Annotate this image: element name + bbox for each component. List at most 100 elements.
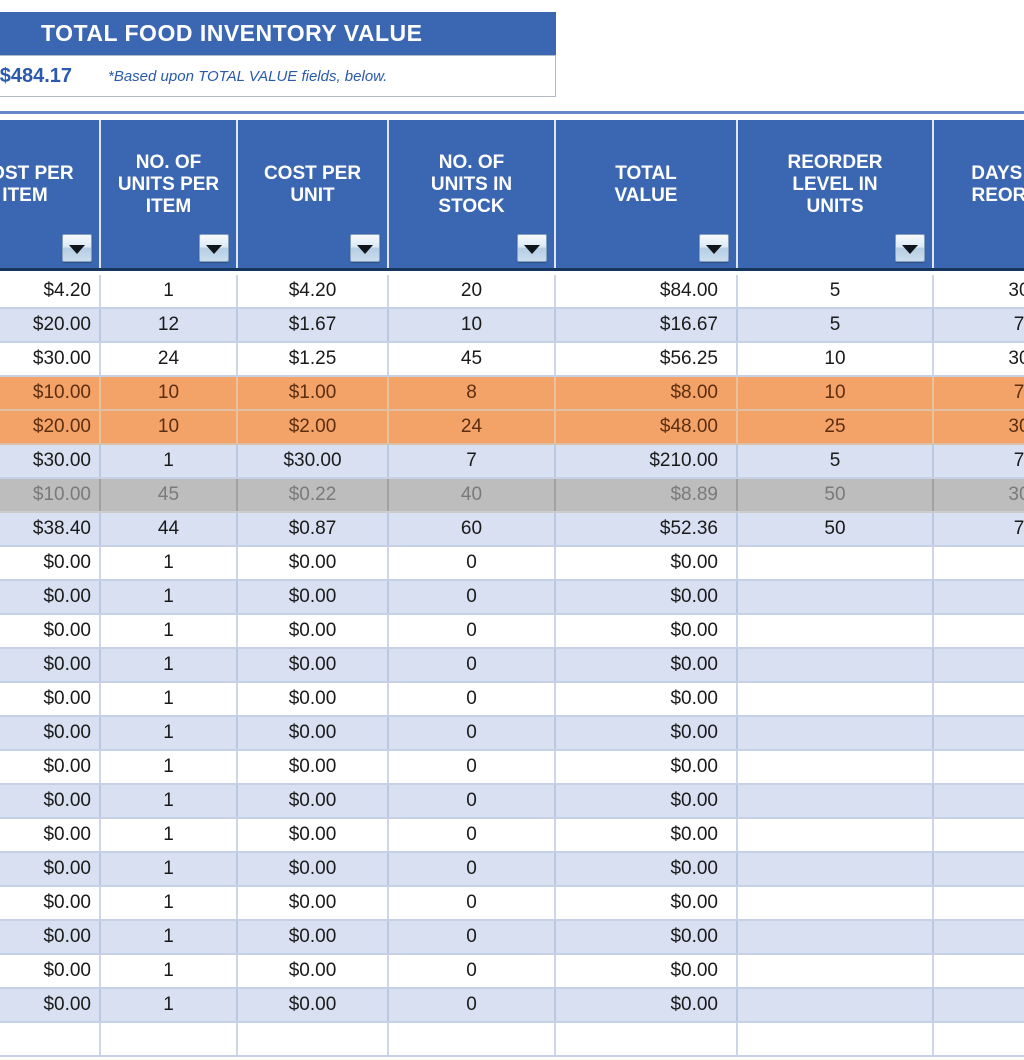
cell[interactable]: $0.00: [0, 989, 101, 1021]
cell[interactable]: 1: [101, 581, 238, 613]
cell[interactable]: $2.00: [238, 411, 389, 443]
cell[interactable]: $56.25: [556, 343, 738, 375]
cell[interactable]: 0: [389, 717, 556, 749]
cell[interactable]: $0.00: [0, 887, 101, 919]
cell[interactable]: 1: [101, 683, 238, 715]
cell[interactable]: 1: [101, 649, 238, 681]
cell[interactable]: [738, 1023, 934, 1055]
cell[interactable]: $0.00: [238, 955, 389, 987]
cell[interactable]: 5: [738, 309, 934, 341]
cell[interactable]: $0.00: [556, 785, 738, 817]
cell[interactable]: 1: [101, 615, 238, 647]
cell[interactable]: 0: [389, 989, 556, 1021]
cell[interactable]: $0.00: [238, 751, 389, 783]
cell[interactable]: $0.00: [556, 581, 738, 613]
cell[interactable]: 25: [738, 411, 934, 443]
cell[interactable]: $16.67: [556, 309, 738, 341]
cell[interactable]: 50: [738, 479, 934, 511]
filter-button[interactable]: [517, 234, 547, 262]
cell[interactable]: 10: [101, 411, 238, 443]
cell[interactable]: 45: [101, 479, 238, 511]
cell[interactable]: [738, 785, 934, 817]
cell[interactable]: $0.00: [238, 615, 389, 647]
cell[interactable]: 24: [389, 411, 556, 443]
cell[interactable]: $0.00: [238, 921, 389, 953]
cell[interactable]: 0: [389, 819, 556, 851]
cell[interactable]: $0.00: [238, 989, 389, 1021]
cell[interactable]: [0, 1023, 101, 1055]
cell[interactable]: 0: [389, 921, 556, 953]
cell[interactable]: $0.00: [238, 785, 389, 817]
cell[interactable]: [934, 751, 1024, 783]
cell[interactable]: 30: [1008, 484, 1024, 505]
cell[interactable]: [738, 819, 934, 851]
cell[interactable]: 24: [101, 343, 238, 375]
cell[interactable]: $0.00: [556, 683, 738, 715]
cell[interactable]: 10: [738, 377, 934, 409]
cell[interactable]: [738, 717, 934, 749]
cell[interactable]: $0.00: [556, 887, 738, 919]
cell[interactable]: $0.00: [0, 751, 101, 783]
cell[interactable]: [934, 921, 1024, 953]
cell[interactable]: 44: [101, 513, 238, 545]
cell[interactable]: 0: [389, 853, 556, 885]
filter-button[interactable]: [199, 234, 229, 262]
cell[interactable]: $0.00: [238, 717, 389, 749]
cell[interactable]: [934, 853, 1024, 885]
cell[interactable]: 1: [101, 853, 238, 885]
cell[interactable]: 1: [101, 275, 238, 307]
cell[interactable]: [738, 615, 934, 647]
cell[interactable]: $20.00: [0, 411, 101, 443]
header-cell-cost-per-item[interactable]: COST PER ITEM: [0, 120, 101, 268]
cell[interactable]: 30: [1008, 416, 1024, 437]
cell[interactable]: $0.00: [556, 819, 738, 851]
cell[interactable]: 0: [389, 887, 556, 919]
cell[interactable]: [934, 955, 1024, 987]
cell[interactable]: 30: [1008, 280, 1024, 301]
cell[interactable]: 45: [389, 343, 556, 375]
cell[interactable]: $0.00: [238, 853, 389, 885]
cell[interactable]: $0.00: [238, 819, 389, 851]
cell[interactable]: $48.00: [556, 411, 738, 443]
cell[interactable]: 0: [389, 547, 556, 579]
cell[interactable]: $1.67: [238, 309, 389, 341]
cell[interactable]: $1.00: [238, 377, 389, 409]
cell[interactable]: $210.00: [556, 445, 738, 477]
cell[interactable]: 7: [1013, 314, 1024, 335]
cell[interactable]: 10: [101, 377, 238, 409]
cell[interactable]: [934, 989, 1024, 1021]
cell[interactable]: 50: [738, 513, 934, 545]
cell[interactable]: $0.00: [556, 853, 738, 885]
cell[interactable]: 20: [389, 275, 556, 307]
header-cell-reorder-level-in-units[interactable]: REORDER LEVEL IN UNITS: [738, 120, 934, 268]
cell[interactable]: $0.00: [238, 649, 389, 681]
cell[interactable]: $0.00: [0, 819, 101, 851]
cell[interactable]: [738, 751, 934, 783]
cell[interactable]: $0.22: [238, 479, 389, 511]
cell[interactable]: 1: [101, 751, 238, 783]
cell[interactable]: 0: [389, 785, 556, 817]
cell[interactable]: $0.00: [238, 581, 389, 613]
cell[interactable]: [934, 649, 1024, 681]
cell[interactable]: [934, 717, 1024, 749]
cell[interactable]: 7: [1013, 518, 1024, 539]
cell[interactable]: $1.25: [238, 343, 389, 375]
cell[interactable]: 1: [101, 785, 238, 817]
header-cell-cost-per-unit[interactable]: COST PER UNIT: [238, 120, 389, 268]
cell[interactable]: 7: [389, 445, 556, 477]
cell[interactable]: 10: [738, 343, 934, 375]
cell[interactable]: [934, 683, 1024, 715]
cell[interactable]: $0.00: [556, 751, 738, 783]
cell[interactable]: [738, 649, 934, 681]
cell[interactable]: 7: [1013, 382, 1024, 403]
cell[interactable]: [738, 921, 934, 953]
cell[interactable]: $0.00: [0, 581, 101, 613]
cell[interactable]: 10: [389, 309, 556, 341]
cell[interactable]: $0.00: [0, 683, 101, 715]
cell[interactable]: [738, 989, 934, 1021]
cell[interactable]: 1: [101, 445, 238, 477]
cell[interactable]: $0.00: [0, 547, 101, 579]
cell[interactable]: [934, 819, 1024, 851]
cell[interactable]: $52.36: [556, 513, 738, 545]
cell[interactable]: $30.00: [0, 343, 101, 375]
